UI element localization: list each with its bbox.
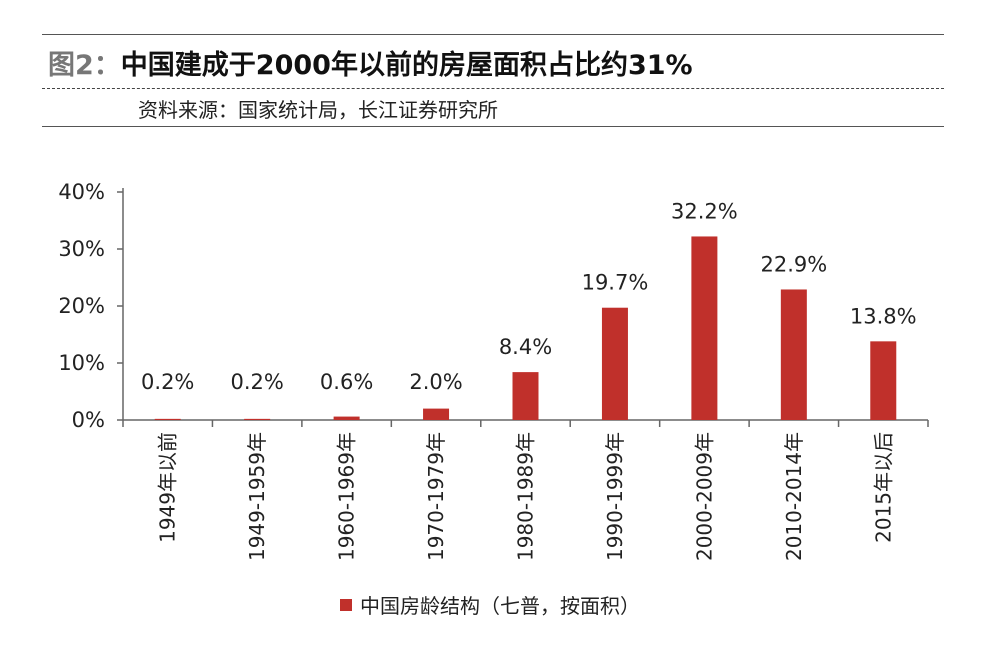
figure-header: 图2： 中国建成于2000年以前的房屋面积占比约31%: [48, 40, 693, 84]
legend-label: 中国房龄结构（七普，按面积）: [360, 594, 640, 618]
data-label: 13.8%: [850, 304, 917, 328]
y-tick-label: 20%: [58, 294, 105, 318]
category-label: 1980-1989年: [514, 432, 538, 561]
data-label: 8.4%: [499, 335, 552, 359]
category-label: 2000-2009年: [692, 432, 716, 561]
header-divider: [42, 88, 944, 89]
data-label: 19.7%: [582, 271, 649, 295]
legend-swatch: [340, 598, 352, 611]
data-label: 32.2%: [671, 199, 738, 223]
figure-title: 中国建成于2000年以前的房屋面积占比约31%: [120, 49, 693, 81]
category-label: 2015年以后: [871, 432, 895, 543]
data-label: 0.2%: [141, 370, 194, 394]
category-label: 1970-1979年: [424, 432, 448, 561]
bar: [154, 418, 181, 420]
y-tick-label: 0%: [72, 408, 105, 432]
bar: [423, 408, 450, 420]
bar: [780, 289, 807, 420]
data-label: 2.0%: [409, 370, 462, 394]
legend: 中国房龄结构（七普，按面积）: [0, 590, 1000, 619]
data-label: 22.9%: [760, 252, 827, 276]
bottom-rule: [42, 126, 944, 127]
category-label: 2010-2014年: [782, 432, 806, 561]
bar: [601, 307, 628, 420]
bar: [244, 418, 271, 420]
bars: [154, 236, 897, 420]
source-note: 资料来源：国家统计局，长江证券研究所: [138, 98, 498, 122]
data-label: 0.2%: [230, 370, 283, 394]
y-tick-label: 30%: [58, 237, 105, 261]
figure-label: 图2：: [48, 49, 121, 81]
bar: [512, 372, 539, 420]
category-label: 1949年以前: [156, 432, 180, 543]
category-label: 1990-1999年: [603, 432, 627, 561]
bar: [333, 416, 360, 420]
y-tick-label: 10%: [58, 351, 105, 375]
top-rule: [42, 34, 944, 35]
bar: [870, 341, 897, 420]
bar: [691, 236, 718, 420]
category-label: 1960-1969年: [335, 432, 359, 561]
y-tick-label: 40%: [58, 180, 105, 204]
data-label: 0.6%: [320, 370, 373, 394]
category-label: 1949-1959年: [245, 432, 269, 561]
labels: 0.2% 0.2% 0.6% 2.0% 8.4% 19.7% 32.2% 22.9% 13.8%…: [141, 199, 917, 561]
